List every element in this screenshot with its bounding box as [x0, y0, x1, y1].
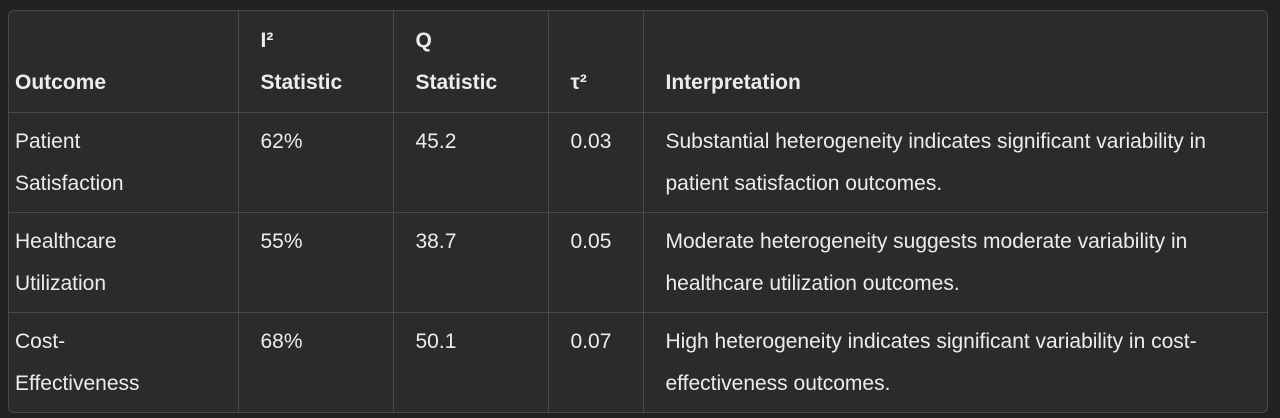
table-cell: Patient Satisfaction [9, 111, 239, 213]
table-row: Healthcare Utilization 55% 38.7 0.05 Moderat… [9, 211, 1267, 313]
table-cell: High heterogeneity indicates significant… [642, 311, 1267, 412]
table-cell: 45.2 [392, 111, 549, 213]
header-cell: I² Statistic [237, 11, 394, 113]
table-cell: Moderate heterogeneity suggests moderate… [642, 211, 1267, 313]
table-cell: Substantial heterogeneity indicates sign… [642, 111, 1267, 213]
table-row: Patient Satisfaction 62% 45.2 0.03 Substanti… [9, 111, 1267, 213]
cell-text: 68% [260, 329, 303, 353]
header-cell: Outcome [9, 11, 239, 113]
table-cell: Healthcare Utilization [9, 211, 239, 313]
cell-text: 38.7 [415, 229, 457, 253]
header-text: Outcome [15, 70, 107, 94]
cell-text: Moderate heterogeneity suggests moderate… [665, 229, 1188, 295]
table-row: Cost-Effectiveness 68% 50.1 0.07 High hetero… [9, 311, 1267, 412]
table-container: Outcome I² Statistic Q Statistic τ² Interpre… [8, 10, 1268, 413]
cell-text: 50.1 [415, 329, 457, 353]
header-cell: Q Statistic [392, 11, 549, 113]
cell-text: 45.2 [415, 129, 457, 153]
data-table: Outcome I² Statistic Q Statistic τ² Interpre… [9, 11, 1267, 412]
header-cell: τ² [547, 11, 644, 113]
header-text: τ² [570, 70, 587, 94]
cell-text: Patient Satisfaction [15, 129, 124, 195]
cell-text: 0.03 [570, 129, 612, 153]
table-cell: 0.05 [547, 211, 644, 313]
cell-text: Cost-Effectiveness [15, 329, 140, 395]
cell-text: High heterogeneity indicates significant… [665, 329, 1197, 395]
header-cell: Interpretation [642, 11, 1267, 113]
table-cell: 0.07 [547, 311, 644, 412]
table-cell: Cost-Effectiveness [9, 311, 239, 412]
table-cell: 38.7 [392, 211, 549, 313]
cell-text: 62% [260, 129, 303, 153]
cell-text: 55% [260, 229, 303, 253]
cell-text: Substantial heterogeneity indicates sign… [665, 129, 1206, 195]
table-cell: 0.03 [547, 111, 644, 213]
cell-text: 0.05 [570, 229, 612, 253]
cell-text: Healthcare Utilization [15, 229, 117, 295]
header-text: Q Statistic [415, 28, 498, 94]
header-text: Interpretation [665, 70, 801, 94]
table-cell: 55% [237, 211, 394, 313]
table-cell: 68% [237, 311, 394, 412]
table-cell: 62% [237, 111, 394, 213]
cell-text: 0.07 [570, 329, 612, 353]
header-row: Outcome I² Statistic Q Statistic τ² Interpre… [9, 11, 1267, 113]
header-text: I² Statistic [260, 28, 343, 94]
table-cell: 50.1 [392, 311, 549, 412]
